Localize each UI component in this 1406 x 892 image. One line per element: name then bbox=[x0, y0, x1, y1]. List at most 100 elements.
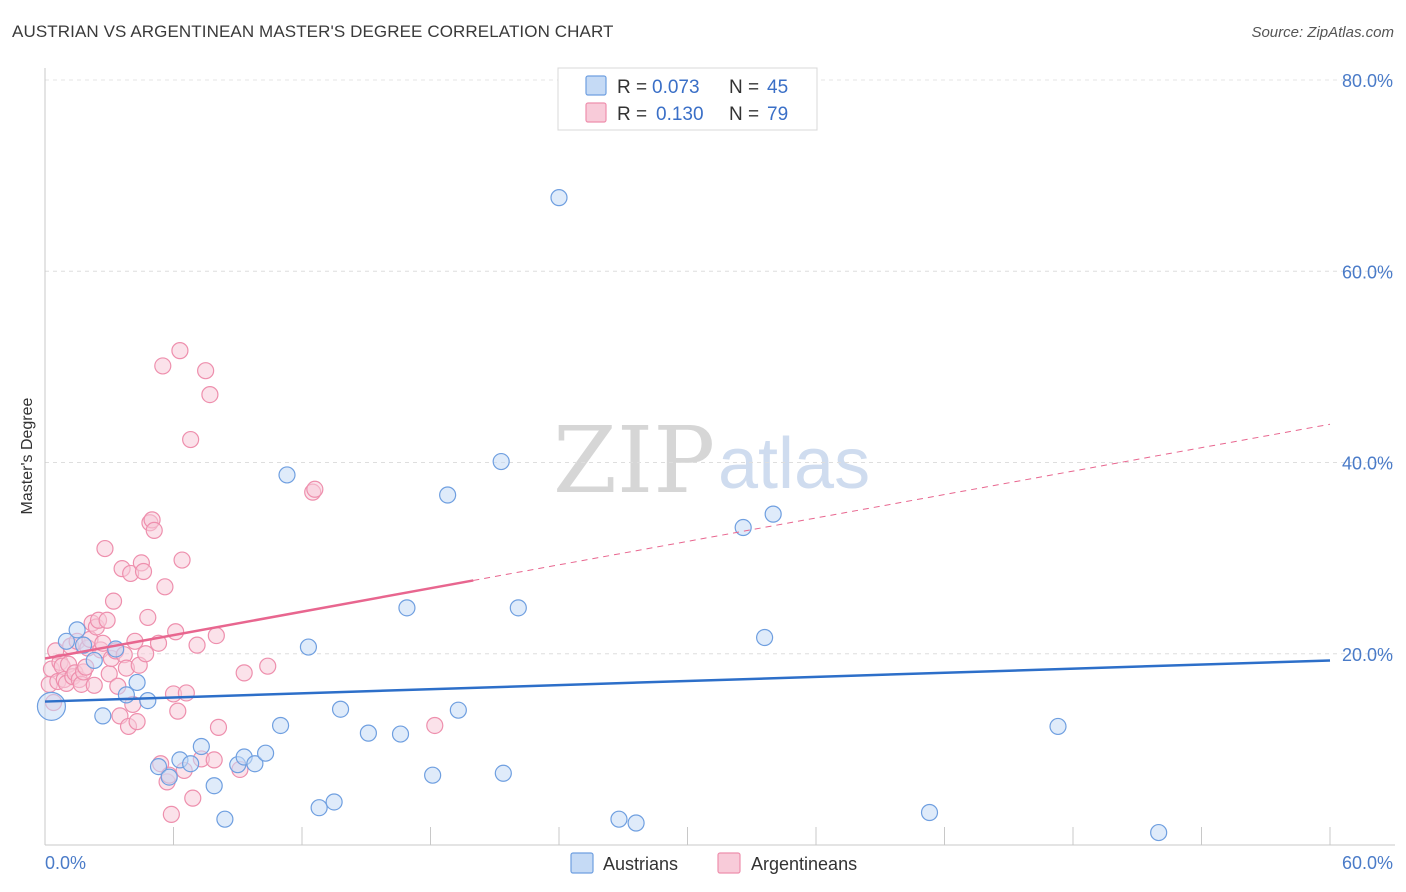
argentineans-point-59 bbox=[169, 702, 187, 720]
austrians-point-42 bbox=[920, 803, 939, 822]
argentineans-point-52 bbox=[154, 357, 172, 375]
argentineans-point-30 bbox=[104, 592, 123, 610]
legend-r-label-austrians: R = bbox=[617, 77, 647, 98]
austrians-point-28 bbox=[391, 725, 410, 743]
argentineans-point-21 bbox=[85, 676, 103, 694]
x-tick-label-max: 60.0% bbox=[1342, 853, 1393, 873]
legend-n-value-austrians: 45 bbox=[767, 77, 788, 98]
austrians-point-34 bbox=[494, 764, 512, 782]
austrians-point-4 bbox=[85, 651, 103, 670]
bottom-legend-label-argentineans: Argentineans bbox=[751, 854, 857, 874]
legend-r-value-argentineans: 0.130 bbox=[656, 104, 704, 125]
bottom-legend-swatch-austrians bbox=[570, 852, 594, 874]
austrians-point-37 bbox=[610, 810, 628, 828]
argentineans-point-78 bbox=[426, 716, 444, 735]
argentineans-point-66 bbox=[188, 636, 206, 654]
argentineans-point-26 bbox=[96, 539, 114, 558]
austrians-point-16 bbox=[216, 810, 234, 828]
argentineans-point-68 bbox=[197, 362, 215, 380]
argentineans-point-45 bbox=[137, 645, 155, 663]
argentineans-point-63 bbox=[177, 684, 195, 702]
argentineans-point-75 bbox=[259, 657, 277, 675]
tick-labels: 20.0% 40.0% 60.0% 80.0% 0.0% 60.0% bbox=[45, 71, 1393, 873]
austrians-point-1 bbox=[57, 632, 76, 650]
austrians-point-3 bbox=[74, 636, 93, 654]
austrians-point-21 bbox=[271, 716, 290, 735]
x-tick-label-min: 0.0% bbox=[45, 853, 86, 873]
argentineans-point-49 bbox=[145, 521, 163, 539]
axes bbox=[44, 68, 1395, 846]
austrians-point-23 bbox=[299, 638, 318, 656]
argentineans-point-65 bbox=[184, 789, 202, 807]
austrians-point-39 bbox=[734, 518, 752, 537]
argentineans-point-56 bbox=[162, 805, 180, 824]
argentineans-point-41 bbox=[128, 713, 146, 731]
argentineans-point-53 bbox=[156, 578, 174, 596]
austrians-point-14 bbox=[192, 737, 210, 756]
argentineans-point-46 bbox=[139, 608, 157, 627]
austrians-point-31 bbox=[439, 486, 457, 504]
argentineans-trend-extension bbox=[473, 423, 1331, 581]
austrians-point-30 bbox=[424, 766, 442, 784]
watermark-atlas: atlas bbox=[718, 424, 870, 504]
watermark-zip: ZIP bbox=[553, 407, 715, 514]
austrians-point-5 bbox=[94, 707, 112, 725]
argentineans-point-64 bbox=[182, 430, 200, 449]
argentineans-point-44 bbox=[134, 562, 153, 581]
austrians-point-15 bbox=[205, 777, 223, 795]
bottom-legend-swatch-argentineans bbox=[717, 852, 741, 874]
argentineans-point-77 bbox=[306, 480, 324, 498]
austrians-point-41 bbox=[764, 505, 782, 523]
austrians-point-9 bbox=[139, 692, 157, 710]
source-label: Source: ZipAtlas.com bbox=[1251, 24, 1394, 41]
argentineans-point-70 bbox=[205, 751, 223, 769]
y-tick-label-80: 80.0% bbox=[1342, 71, 1393, 91]
argentineans-point-27 bbox=[98, 611, 116, 629]
watermark: ZIP atlas bbox=[553, 407, 870, 514]
chart-title: AUSTRIAN VS ARGENTINEAN MASTER'S DEGREE … bbox=[12, 22, 614, 41]
austrians-point-36 bbox=[550, 189, 568, 207]
legend: R = 0.073 N = 45 R = 0.130 N = 79 bbox=[557, 67, 818, 131]
legend-n-label-austrians: N = bbox=[729, 77, 759, 98]
trend-lines bbox=[44, 423, 1331, 703]
austrians-point-25 bbox=[325, 793, 343, 811]
argentineans-point-74 bbox=[235, 664, 253, 682]
argentineans-trend-line bbox=[44, 579, 474, 660]
legend-r-value-austrians: 0.073 bbox=[652, 77, 700, 98]
austrians-points bbox=[36, 189, 1168, 842]
austrians-point-24 bbox=[310, 799, 328, 817]
austrians-point-33 bbox=[492, 452, 510, 471]
austrians-point-11 bbox=[160, 768, 178, 786]
austrians-point-43 bbox=[1049, 717, 1067, 736]
argentineans-point-69 bbox=[201, 386, 219, 404]
austrians-point-29 bbox=[398, 599, 416, 617]
y-tick-label-40: 40.0% bbox=[1342, 454, 1393, 474]
legend-swatch-austrians bbox=[585, 75, 607, 96]
legend-n-value-argentineans: 79 bbox=[767, 104, 788, 125]
argentineans-point-71 bbox=[207, 626, 225, 645]
austrians-point-26 bbox=[331, 700, 350, 718]
austrians-point-8 bbox=[128, 673, 146, 692]
austrians-point-32 bbox=[449, 701, 467, 719]
bottom-legend: Austrians Argentineans bbox=[570, 852, 857, 874]
austrians-point-35 bbox=[509, 599, 527, 617]
gridlines bbox=[45, 79, 1395, 655]
austrians-point-19 bbox=[246, 755, 264, 773]
austrians-point-0 bbox=[36, 691, 67, 721]
argentineans-point-58 bbox=[167, 623, 185, 641]
austrians-point-13 bbox=[182, 755, 200, 773]
legend-r-label-argentineans: R = bbox=[617, 104, 647, 125]
austrians-point-10 bbox=[149, 757, 168, 776]
austrians-point-44 bbox=[1150, 823, 1168, 842]
austrians-point-22 bbox=[278, 466, 296, 484]
bottom-legend-label-austrians: Austrians bbox=[603, 854, 678, 874]
austrians-point-40 bbox=[755, 628, 774, 647]
austrians-point-38 bbox=[627, 814, 645, 832]
austrians-point-2 bbox=[68, 621, 86, 639]
austrians-trend-line bbox=[44, 659, 1331, 703]
y-tick-label-60: 60.0% bbox=[1342, 262, 1393, 282]
legend-swatch-argentineans bbox=[585, 102, 607, 123]
argentineans-point-72 bbox=[209, 718, 228, 736]
austrians-point-20 bbox=[256, 744, 275, 762]
